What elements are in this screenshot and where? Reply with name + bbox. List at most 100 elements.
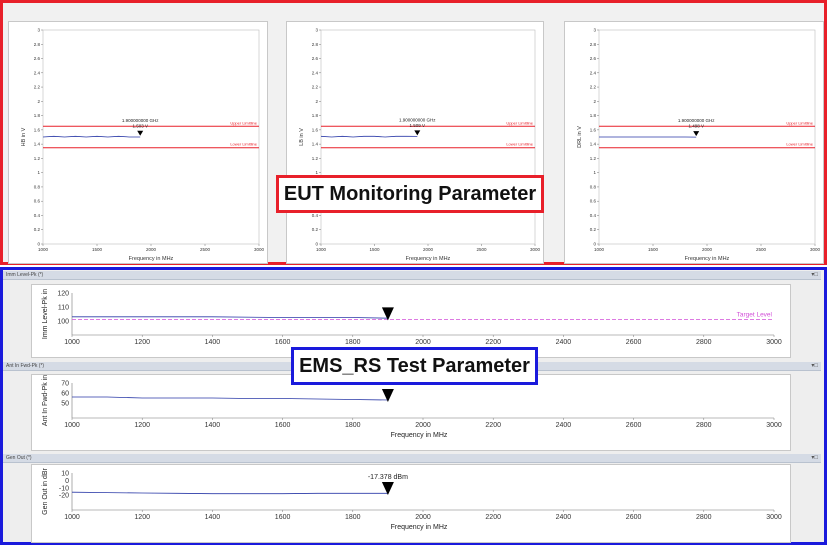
y-tick-label: 0 xyxy=(593,242,596,247)
marker-readout: -17.378 dBm xyxy=(368,474,408,481)
y-tick-label: 0.2 xyxy=(590,227,597,232)
x-tick-label: 2400 xyxy=(556,514,572,521)
y-axis-label: LB in V xyxy=(299,128,305,146)
hb-chart-panel: 0 0.2 0.4 0.6 0.8 1 1.2 1.4 1.6 1.8 2 2.2 2.4 2.6 2.8 3… xyxy=(8,21,268,264)
y-tick-label: 0.4 xyxy=(34,213,41,218)
x-tick-label: 3000 xyxy=(254,247,265,252)
y-tick-label: 2.2 xyxy=(312,85,319,90)
x-tick-label: 1800 xyxy=(345,514,361,521)
gen-out-chart-panel: -20 -10 0 10 1000 1200 1400 1600 1800 2000 2200 240… xyxy=(31,464,791,543)
y-tick-label: 0.4 xyxy=(312,213,319,218)
y-tick-label: 0.2 xyxy=(312,227,319,232)
x-tick-label: 1000 xyxy=(64,422,80,429)
x-tick-label: 1800 xyxy=(345,422,361,429)
y-tick-label: -10 xyxy=(59,485,69,492)
data-series-line xyxy=(71,491,388,495)
y-tick-label: 3 xyxy=(37,28,40,33)
y-tick-label: 1.8 xyxy=(312,113,319,118)
x-axis-label: Frequency in MHz xyxy=(391,524,448,531)
x-tick-label: 2500 xyxy=(476,247,487,252)
y-tick-label: 0.8 xyxy=(34,184,41,189)
target-level-label: Target Level xyxy=(737,312,773,319)
marker-value: 1.509 V xyxy=(410,123,426,128)
x-tick-label: 1000 xyxy=(316,247,327,252)
y-tick-label: 1.8 xyxy=(34,113,41,118)
hb-voltage-chart: 0 0.2 0.4 0.6 0.8 1 1.2 1.4 1.6 1.8 2 2.2 2.4 2.6 2.8 3… xyxy=(21,28,265,263)
y-tick-label: 0 xyxy=(315,242,318,247)
y-tick-label: 2.2 xyxy=(590,85,597,90)
x-tick-label: 1000 xyxy=(64,514,80,521)
x-tick-label: 1800 xyxy=(345,339,361,346)
y-tick-label: 70 xyxy=(61,381,69,388)
x-tick-label: 1200 xyxy=(134,422,150,429)
panel-menu-icon[interactable]: ▾□ xyxy=(811,455,818,461)
x-tick-label: 1000 xyxy=(594,247,605,252)
x-tick-label: 2600 xyxy=(626,514,642,521)
eut-monitoring-section: 0 0.2 0.4 0.6 0.8 1 1.2 1.4 1.6 1.8 2 2.2 2.4 2.6 2.8 3… xyxy=(0,0,827,265)
x-tick-label: 2800 xyxy=(696,514,712,521)
x-tick-label: 1000 xyxy=(38,247,49,252)
marker-frequency: 1.900000000 GHz xyxy=(678,118,715,123)
y-tick-label: 2 xyxy=(593,99,596,104)
x-tick-label: 2000 xyxy=(415,514,431,521)
panel-header-title: Ant In Fwd-Pk (*) xyxy=(6,363,45,369)
y-tick-label: 0.2 xyxy=(34,227,41,232)
panel-header-imm-level[interactable]: Imm Level-Pk (*) ▾□ xyxy=(3,271,821,280)
data-series-line xyxy=(72,396,388,401)
y-tick-label: 2 xyxy=(37,99,40,104)
y-tick-label: 0.8 xyxy=(590,184,597,189)
y-tick-label: 50 xyxy=(61,401,69,408)
panel-menu-icon[interactable]: ▾□ xyxy=(811,272,818,278)
marker-icon xyxy=(137,130,144,136)
x-tick-label: 1200 xyxy=(134,339,150,346)
x-tick-label: 3000 xyxy=(766,339,782,346)
x-tick-label: 1500 xyxy=(92,247,103,252)
panel-menu-icon[interactable]: ▾□ xyxy=(811,363,818,369)
drl-chart-panel: 0 0.2 0.4 0.6 0.8 1 1.2 1.4 1.6 1.8 2 2.2 2.4 2.6 2.8 3… xyxy=(564,21,824,264)
data-series-line xyxy=(320,135,418,138)
y-tick-label: 0 xyxy=(37,242,40,247)
ant-in-chart-panel: 50 60 70 1000 1200 1400 1600 1800 2000 2200 2400 26… xyxy=(31,374,791,451)
x-tick-label: 2800 xyxy=(696,339,712,346)
x-tick-label: 2600 xyxy=(626,339,642,346)
x-tick-label: 2000 xyxy=(702,247,713,252)
lower-limit-label: Lower Limitline xyxy=(786,142,813,147)
y-tick-label: 1.6 xyxy=(34,127,41,132)
y-tick-label: 100 xyxy=(57,319,69,326)
y-tick-label: 10 xyxy=(61,471,69,478)
y-axis-label: Imm Level-Pk in xyxy=(42,289,49,339)
y-tick-label: 3 xyxy=(315,28,318,33)
lower-limit-label: Lower Limitline xyxy=(230,142,257,147)
y-tick-label: 0 xyxy=(65,478,69,485)
marker-icon xyxy=(414,130,421,136)
y-tick-label: 0.6 xyxy=(590,199,597,204)
y-axis-label: DRL in V xyxy=(577,126,583,148)
eut-monitoring-title: EUT Monitoring Parameter xyxy=(276,175,544,213)
imm-level-chart: 100 110 120 1000 1200 1400 1600 1800 2000 2200 240… xyxy=(42,289,782,346)
x-axis-label: Frequency in MHz xyxy=(129,256,174,262)
x-tick-label: 2400 xyxy=(556,422,572,429)
plot-area xyxy=(42,29,260,245)
x-tick-label: 2800 xyxy=(696,422,712,429)
y-axis-label: HB in V xyxy=(21,127,27,146)
upper-limit-label: Upper Limitline xyxy=(506,120,533,125)
y-tick-label: 2.6 xyxy=(34,56,41,61)
x-tick-label: 3000 xyxy=(810,247,821,252)
marker-icon xyxy=(381,389,394,402)
y-tick-label: 2.8 xyxy=(590,42,597,47)
marker-frequency: 1.900000000 GHz xyxy=(122,118,159,123)
x-tick-label: 2500 xyxy=(756,247,767,252)
y-tick-label: 1.4 xyxy=(590,142,597,147)
y-tick-label: 2.6 xyxy=(590,56,597,61)
x-tick-label: 2000 xyxy=(146,247,157,252)
y-axis-label: Gen Out in dBr xyxy=(42,467,49,514)
panel-header-gen-out[interactable]: Gen Out (*) ▾□ xyxy=(3,454,821,463)
x-tick-label: 2600 xyxy=(626,422,642,429)
y-tick-label: 1.2 xyxy=(590,156,597,161)
y-tick-label: 2.4 xyxy=(590,70,597,75)
y-tick-label: 60 xyxy=(61,391,69,398)
x-tick-label: 2000 xyxy=(415,422,431,429)
x-axis-label: Frequency in MHz xyxy=(685,256,730,262)
y-tick-label: 120 xyxy=(57,291,69,298)
